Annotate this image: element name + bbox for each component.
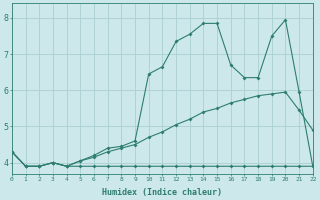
X-axis label: Humidex (Indice chaleur): Humidex (Indice chaleur) [102,188,222,197]
